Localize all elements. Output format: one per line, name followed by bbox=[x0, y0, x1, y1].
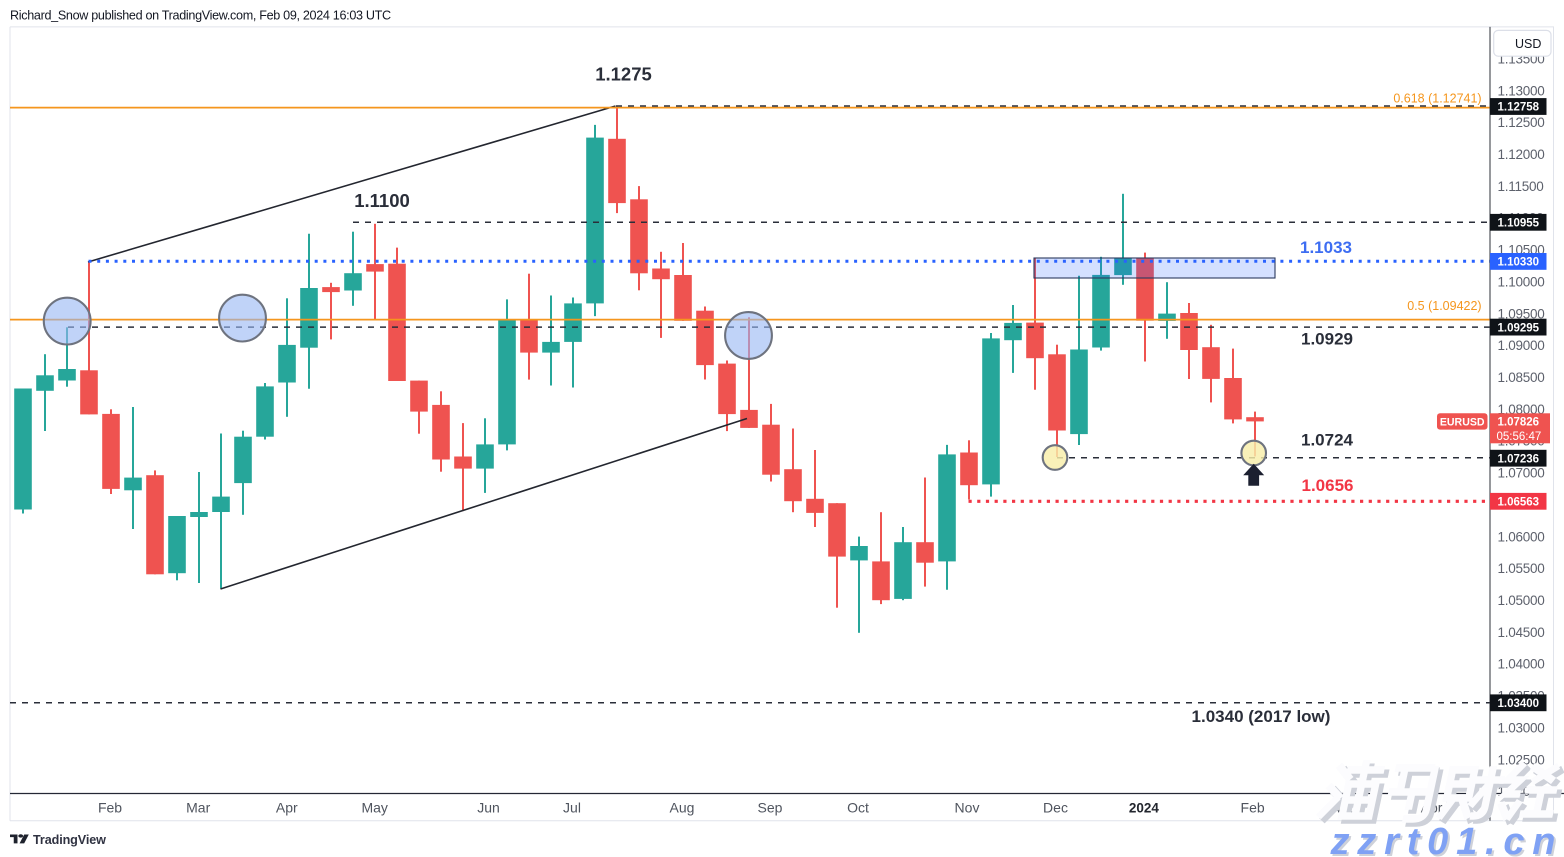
svg-text:1.08500: 1.08500 bbox=[1498, 370, 1545, 385]
svg-text:USD: USD bbox=[1515, 37, 1541, 51]
svg-text:TradingView: TradingView bbox=[33, 833, 106, 847]
svg-text:1.08000: 1.08000 bbox=[1498, 402, 1545, 417]
svg-text:1.0929: 1.0929 bbox=[1301, 330, 1353, 349]
svg-text:1.1033: 1.1033 bbox=[1300, 238, 1352, 257]
svg-text:1.05000: 1.05000 bbox=[1498, 593, 1545, 608]
svg-text:2024: 2024 bbox=[1129, 801, 1160, 816]
svg-text:1.12000: 1.12000 bbox=[1498, 147, 1545, 162]
svg-text:1.09500: 1.09500 bbox=[1498, 306, 1545, 321]
svg-text:zzrt01.cn: zzrt01.cn bbox=[1330, 821, 1564, 857]
svg-text:Aug: Aug bbox=[670, 800, 695, 816]
svg-text:1.0656: 1.0656 bbox=[1302, 476, 1354, 495]
svg-text:1.05500: 1.05500 bbox=[1498, 561, 1545, 576]
svg-text:Nov: Nov bbox=[955, 800, 980, 816]
svg-text:Jul: Jul bbox=[563, 800, 581, 816]
svg-text:1.1100: 1.1100 bbox=[354, 190, 410, 211]
svg-text:1.06000: 1.06000 bbox=[1498, 529, 1545, 544]
svg-text:1.07000: 1.07000 bbox=[1498, 466, 1545, 481]
svg-text:Mar: Mar bbox=[186, 800, 210, 816]
svg-text:1.13000: 1.13000 bbox=[1498, 83, 1545, 98]
svg-text:zzrt01.cn: zzrt01.cn bbox=[1332, 823, 1564, 857]
svg-text:1.0724: 1.0724 bbox=[1301, 431, 1354, 450]
svg-text:May: May bbox=[361, 800, 387, 816]
svg-text:1.07826: 1.07826 bbox=[1498, 417, 1540, 429]
svg-text:Jun: Jun bbox=[477, 800, 500, 816]
svg-text:Feb: Feb bbox=[1241, 800, 1265, 816]
svg-text:1.02500: 1.02500 bbox=[1498, 752, 1545, 767]
svg-text:1.03000: 1.03000 bbox=[1498, 720, 1545, 735]
svg-text:Feb: Feb bbox=[98, 800, 122, 816]
svg-text:Dec: Dec bbox=[1043, 800, 1068, 816]
svg-text:Apr: Apr bbox=[276, 800, 298, 816]
svg-text:1.03400: 1.03400 bbox=[1498, 698, 1540, 710]
svg-text:0.5 (1.09422): 0.5 (1.09422) bbox=[1407, 299, 1481, 313]
svg-text:1.12758: 1.12758 bbox=[1498, 102, 1540, 114]
svg-text:EURUSD: EURUSD bbox=[1440, 417, 1485, 429]
svg-text:1.07236: 1.07236 bbox=[1498, 453, 1540, 465]
svg-text:1.0340 (2017 low): 1.0340 (2017 low) bbox=[1192, 707, 1331, 726]
svg-text:1.09295: 1.09295 bbox=[1498, 322, 1540, 334]
svg-text:05:56:47: 05:56:47 bbox=[1497, 431, 1542, 443]
svg-text:0.618 (1.12741): 0.618 (1.12741) bbox=[1393, 92, 1481, 106]
svg-text:1.10955: 1.10955 bbox=[1498, 218, 1540, 230]
svg-text:Oct: Oct bbox=[847, 800, 869, 816]
svg-text:1.12500: 1.12500 bbox=[1498, 115, 1545, 130]
svg-text:Richard_Snow published on Trad: Richard_Snow published on TradingView.co… bbox=[10, 9, 391, 23]
svg-text:1.04000: 1.04000 bbox=[1498, 657, 1545, 672]
svg-text:Sep: Sep bbox=[758, 800, 783, 816]
svg-text:1.06563: 1.06563 bbox=[1498, 497, 1540, 509]
svg-text:1.11500: 1.11500 bbox=[1498, 179, 1544, 194]
svg-text:1.04500: 1.04500 bbox=[1498, 625, 1545, 640]
svg-text:1.10000: 1.10000 bbox=[1498, 275, 1545, 290]
svg-text:1.09000: 1.09000 bbox=[1498, 338, 1545, 353]
svg-text:1.1275: 1.1275 bbox=[595, 64, 652, 85]
svg-text:1.10330: 1.10330 bbox=[1498, 257, 1540, 269]
